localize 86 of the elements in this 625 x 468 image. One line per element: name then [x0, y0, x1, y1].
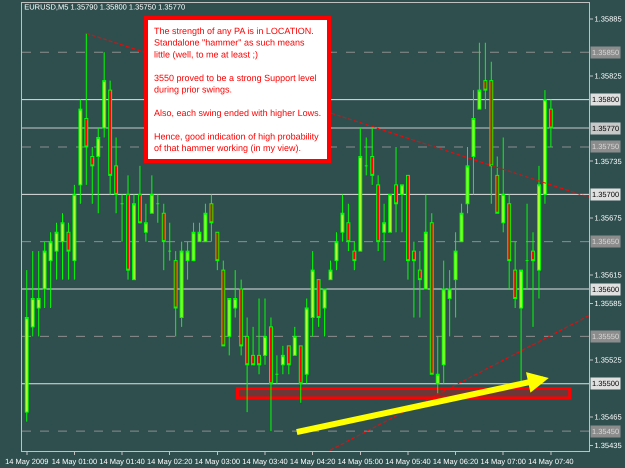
candlestick [364, 136, 368, 176]
candlestick [424, 194, 428, 290]
candlestick [472, 90, 476, 195]
candlestick [114, 136, 118, 214]
candlestick [274, 354, 279, 384]
candlestick [537, 165, 541, 300]
candlestick [90, 146, 94, 204]
candlestick [525, 203, 530, 290]
candlestick [156, 194, 160, 224]
candlestick [263, 298, 267, 366]
candlestick [286, 345, 291, 375]
candlestick [150, 174, 154, 214]
candlestick [209, 194, 214, 242]
candlestick [108, 80, 112, 195]
candlestick [328, 260, 332, 280]
candlestick [78, 99, 82, 204]
candlestick [448, 270, 452, 337]
candlestick [388, 194, 392, 233]
candlestick [418, 250, 422, 318]
candlestick [298, 345, 303, 404]
candlestick [24, 270, 29, 422]
candlestick [180, 241, 184, 328]
candlestick [352, 241, 356, 271]
candlestick [96, 128, 100, 214]
candlestick [400, 184, 404, 233]
candlestick [186, 241, 190, 280]
candlestick [466, 146, 470, 214]
candlestick [334, 232, 338, 271]
candlestick [358, 128, 362, 252]
candlestick [460, 203, 464, 242]
candlestick [126, 174, 130, 280]
candlestick [542, 90, 547, 204]
candlestick [436, 336, 440, 394]
candlestick [394, 146, 398, 233]
candlestick [42, 241, 47, 308]
candlestick [54, 222, 58, 280]
candlestick [406, 174, 410, 280]
candlestick [30, 250, 35, 337]
candlestick [198, 222, 202, 242]
candlestick [132, 194, 136, 280]
candlestick [454, 232, 458, 318]
candlestick [138, 165, 142, 224]
candlestick [233, 270, 238, 318]
candlestick [507, 194, 512, 290]
candlestick [162, 203, 166, 271]
candlestick [382, 203, 386, 262]
candlestick [304, 298, 309, 384]
candlestick [221, 260, 226, 346]
candlestick [269, 316, 273, 432]
candlestick [430, 212, 434, 375]
candlestick [257, 298, 261, 375]
candlestick [60, 212, 64, 280]
candlestick [292, 326, 297, 356]
candlestick [316, 279, 321, 328]
candlestick [483, 42, 488, 110]
candlestick [251, 326, 256, 366]
candlestick [501, 136, 506, 233]
text: The strength of any PA is in LOCATION. Standalone "hammer" as such means little (well, to me at least ;) 3550 proved to be a strong Support level during prior swings. Also, each swing ended with higher Lows. Hence, good indication of high probability of that hammer working (in my view). [154, 26, 322, 153]
candlestick [442, 260, 446, 384]
candlestick [203, 203, 208, 242]
candlestick [340, 194, 344, 242]
candlestick [72, 184, 76, 280]
candlestick [239, 279, 244, 356]
candlestick [36, 250, 41, 337]
candlestick [192, 222, 196, 262]
candlestick [376, 174, 380, 252]
candlestick [168, 222, 172, 262]
candlestick [245, 316, 250, 413]
candlestick [215, 232, 220, 271]
candlestick [48, 232, 53, 308]
candlestick [370, 128, 374, 186]
candlestick [322, 288, 327, 337]
candlestick [477, 42, 482, 110]
candlestick [280, 345, 285, 375]
candlestick [310, 250, 315, 337]
candlestick [412, 241, 416, 318]
candlestick [174, 250, 178, 337]
candlestick [531, 232, 535, 328]
candlestick [102, 52, 106, 138]
candlestick [66, 222, 70, 280]
candlestick [144, 203, 148, 242]
candlestick [346, 203, 350, 252]
candlestick [513, 241, 518, 308]
candlestick [227, 298, 232, 356]
candlestick [120, 194, 124, 242]
candlestick [548, 99, 553, 148]
